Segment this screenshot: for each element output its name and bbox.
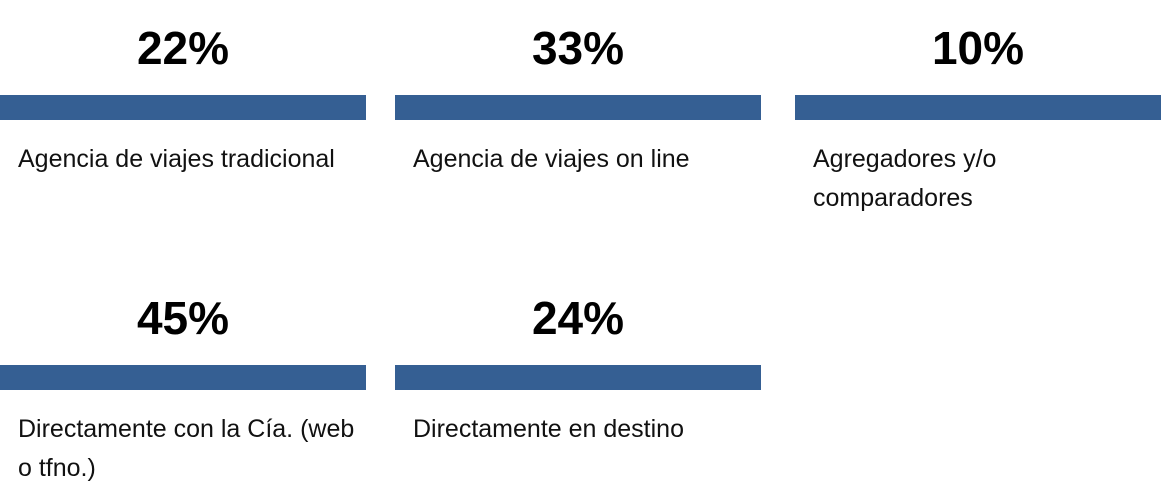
stat-value: 10% — [931, 22, 1025, 74]
stat-bar — [395, 95, 761, 120]
stat-value: 22% — [136, 22, 230, 74]
stat-card: 33% Agencia de viajes on line — [395, 0, 761, 230]
stat-value: 24% — [531, 292, 625, 344]
stat-label: Agencia de viajes tradicional — [18, 145, 335, 173]
stat-label: Directamente en destino — [413, 415, 684, 443]
stat-label: Agencia de viajes on line — [413, 145, 690, 173]
stat-card: 45% Directamente con la Cía. (web o tfno.… — [0, 270, 366, 500]
stat-card: 10% Agregadores y/o comparadores — [795, 0, 1161, 230]
stat-value: 33% — [531, 22, 625, 74]
stat-bar — [395, 365, 761, 390]
stat-bar — [0, 95, 366, 120]
stat-label: Directamente con la Cía. (web o tfno.) — [18, 415, 355, 482]
stat-card: 24% Directamente en destino — [395, 270, 761, 500]
stat-bar — [0, 365, 366, 390]
stat-value: 45% — [136, 292, 230, 344]
stat-card: 22% Agencia de viajes tradicional — [0, 0, 366, 230]
stat-label: Agregadores y/o comparadores — [813, 145, 997, 212]
stat-bar — [795, 95, 1161, 120]
